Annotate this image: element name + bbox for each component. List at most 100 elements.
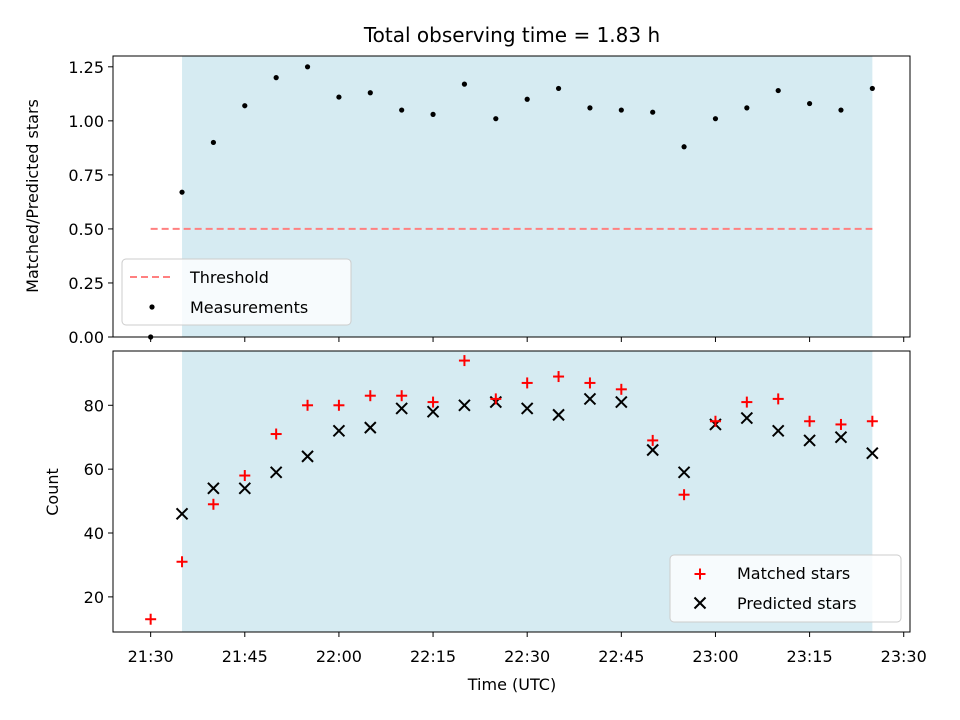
predicted-marker-stroke [520,402,534,415]
measurement-point [242,103,248,109]
measurement-point [775,87,781,94]
predicted-marker-stroke [207,482,220,495]
bottom-panel: 20 40 60 80 21:30 21:45 22:00 22:15 22:30 22:45 23… [84,350,927,666]
y-tick-label: 0.75 [68,166,104,185]
x-tick-label: 21:45 [222,647,268,666]
x-tick-label: 22:15 [410,647,456,666]
top-y-axis-label: Matched/Predicted stars [23,99,42,293]
top-panel: 0.00 0.25 0.50 0.75 1.00 1.25 Threshold Measure… [68,55,911,347]
predicted-point [520,402,534,415]
measurement-point [367,90,373,96]
predicted-point [740,411,754,425]
predicted-point [269,466,283,479]
predicted-marker-stroke [301,450,314,463]
measurement-point [744,105,750,111]
matched-point [678,489,690,501]
matched-point [804,415,816,427]
measurement-point [838,107,844,113]
top-legend: Threshold Measurements [121,258,352,326]
predicted-point [175,507,189,521]
measurement-point [493,116,499,122]
y-tick-label: 60 [84,460,104,479]
measurement-point [461,81,468,87]
matched-point [584,377,596,389]
predicted-point [207,482,220,495]
measurement-point [806,100,813,107]
x-tick-label: 21:30 [128,647,174,666]
predicted-point [803,434,816,447]
predicted-point [677,466,691,479]
y-tick-label: 0.25 [68,274,104,293]
predicted-point [395,402,408,415]
measurement-point [304,64,311,70]
measurement-point [210,139,217,146]
matched-point [615,383,627,395]
predicted-point [834,431,848,444]
matched-point [364,390,376,402]
measurement-point [681,144,687,150]
y-tick-label: 20 [84,588,104,607]
bottom-legend-box [669,554,902,623]
matched-point [741,396,753,408]
predicted-point [552,408,565,422]
matched-point [866,415,878,427]
x-tick-label: 23:15 [787,647,833,666]
matched-point [396,390,408,402]
measurement-point [179,189,185,195]
predicted-marker-stroke [552,408,565,422]
matched-point [490,393,502,405]
matched-point [772,393,784,405]
x-tick-label: 22:45 [598,647,644,666]
matched-point [207,498,219,510]
measurement-point [399,107,405,113]
matched-point [553,371,565,383]
predicted-point [646,443,659,457]
top-axes-frame [112,55,911,338]
matched-point [176,556,188,568]
predicted-marker-stroke [834,431,848,444]
predicted-marker-stroke [866,446,879,460]
matched-point [302,399,314,411]
measurement-point [712,116,719,122]
matched-point [647,434,659,446]
predicted-point [364,421,377,434]
measurement-point [273,75,279,81]
matched-point [270,428,282,440]
predicted-marker-stroke [740,411,754,425]
predicted-legend-swatch [693,596,707,610]
predicted-marker-stroke [677,466,691,479]
predicted-point [583,392,597,406]
predicted-marker-stroke [238,482,251,495]
measurement-point [618,107,624,113]
bottom-axes-frame [112,350,911,633]
predicted-point [866,446,879,460]
measurements-legend-label: Measurements [190,298,308,317]
predicted-marker-stroke [646,443,659,457]
x-axis-label: Time (UTC) [467,675,556,694]
x-tick-label: 22:30 [504,647,550,666]
matched-point [835,418,847,430]
matched-point [521,377,533,389]
measurement-point [587,105,593,111]
predicted-marker-stroke [364,421,377,434]
y-tick-label: 1.25 [68,58,104,77]
predicted-point [615,395,628,409]
figure-title: Total observing time = 1.83 h [363,23,660,47]
predicted-point [426,405,440,418]
top-legend-box [121,258,352,326]
predicted-marker-stroke [583,392,597,406]
measurement-point [336,94,342,100]
measurement-point [430,111,436,117]
predicted-point [772,424,785,438]
y-tick-label: 40 [84,524,104,543]
predicted-point [238,482,251,495]
predicted-marker-stroke [269,466,283,479]
measurement-point [869,85,875,92]
matched-point [239,470,251,482]
matched-point [427,396,439,408]
y-tick-label: 1.00 [68,112,104,131]
predicted-point [458,399,471,412]
bottom-y-axis-label: Count [43,468,62,516]
matched-point [145,613,157,625]
